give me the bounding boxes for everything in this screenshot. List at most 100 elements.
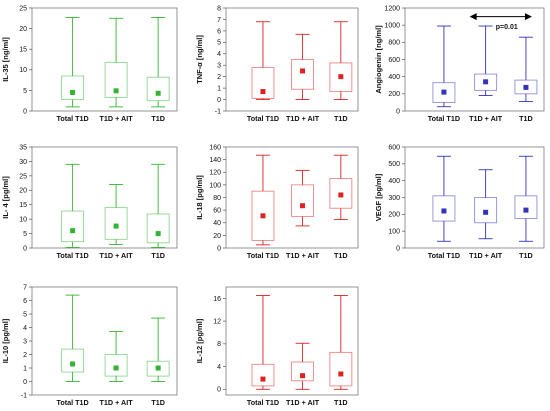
y-tick-label: 5 [217,40,221,47]
y-tick-label: 2 [217,74,221,81]
category-label: T1D [151,398,165,407]
iqr-box [61,210,85,243]
median-marker [113,365,119,371]
median-marker [483,209,489,215]
category-label: T1D [334,114,348,123]
y-tick-label: 1 [23,365,27,372]
category-label: T1D + AIT [286,398,320,407]
category-label: T1D + AIT [100,251,134,260]
median-marker [113,223,119,229]
panel: 0 20 40 60 80 100 120 140 160 IL-18 [pg/ml] Total … [195,144,359,260]
median-marker [70,361,76,367]
median-marker [113,88,119,94]
box [146,17,170,108]
y-tick-label: 800 [388,40,400,47]
y-tick-label: 80 [213,195,221,202]
panel: -1 0 1 2 3 4 5 6 7 8 TNF-α [ng/ml] Total T1D T1D + A… [195,5,359,123]
category-label: T1D [519,114,533,123]
category-label: Total T1D [247,398,279,407]
median-marker [338,74,344,80]
y-tick-label: 20 [19,188,27,195]
y-axis-title: VEGF [pg/ml] [374,173,383,221]
y-tick-label: 100 [209,182,221,189]
y-tick-label: 16 [213,296,221,303]
y-tick-label: 5 [23,311,27,318]
box [251,295,275,390]
panel: 0 200 400 600 800 1000 1200 Angiogenin [ng/ml] T… [374,5,545,123]
y-tick-label: 30 [19,159,27,166]
y-tick-label: 200 [388,91,400,98]
box [432,155,456,242]
category-label: T1D [334,251,348,260]
box [104,184,128,245]
box [61,163,85,248]
y-tick-label: 0 [217,387,221,394]
iqr-box [329,351,353,387]
median-marker [70,89,76,95]
y-tick-label: 60 [213,208,221,215]
y-tick-label: 12 [213,319,221,326]
iqr-box [291,361,315,382]
right-arrow-icon [524,13,532,21]
y-axis-title: TNF-α [ng/ml] [195,35,204,84]
category-label: Total T1D [56,114,88,123]
iqr-box [61,348,85,373]
left-arrow-icon [469,13,477,21]
y-tick-label: 7 [217,17,221,24]
y-tick-label: 300 [388,195,400,202]
median-marker [155,365,161,371]
category-label: Total T1D [56,251,88,260]
median-marker [70,228,76,234]
y-axis-title: IL-35 [ng/ml] [1,37,10,82]
category-label: T1D + AIT [100,398,134,407]
panel: 0 5 10 15 20 25 IL-35 [ng/ml] Total T1D T1D + AI… [1,5,178,123]
y-tick-label: 0 [396,108,400,115]
box [474,25,498,97]
category-label: Total T1D [247,114,279,123]
plot-frame [31,146,178,249]
y-tick-label: 4 [217,364,221,371]
median-marker [523,84,529,90]
box [61,17,85,108]
iqr-box [104,354,128,377]
category-label: T1D + AIT [286,251,320,260]
category-label: T1D [151,251,165,260]
plot-frame [31,7,178,112]
median-marker [260,376,266,382]
y-tick-label: 120 [209,170,221,177]
category-label: T1D + AIT [469,114,503,123]
y-tick-label: 2 [23,352,27,359]
median-marker [483,79,489,85]
y-tick-label: 160 [209,144,221,151]
y-tick-label: 20 [19,26,27,33]
y-tick-label: 1200 [384,5,400,12]
iqr-box [104,207,128,240]
y-tick-label: 200 [388,212,400,219]
panel: 0 100 200 300 400 500 600 VEGF [pg/ml] Total T1D… [374,144,545,260]
box [514,36,538,103]
category-label: Total T1D [428,251,460,260]
box [146,317,170,382]
iqr-box [146,76,170,102]
median-marker [155,231,161,237]
y-tick-label: 140 [209,157,221,164]
panel: 0 4 8 12 16 IL-12 [pg/ml] Total T1D T1D + AIT T1… [195,286,359,407]
category-label: Total T1D [247,251,279,260]
iqr-box [291,59,315,90]
plot-frame [404,7,545,112]
y-tick-label: 6 [23,298,27,305]
y-tick-label: 5 [23,231,27,238]
median-marker [338,192,344,198]
y-tick-label: 0 [217,97,221,104]
y-tick-label: 1000 [384,23,400,30]
y-tick-label: 3 [23,338,27,345]
iqr-box [251,363,275,387]
y-tick-label: 0 [396,245,400,252]
panel: 0 5 10 15 20 25 30 35 IL- 4 [pg/ml] Total T1D T1D … [1,144,178,260]
median-marker [338,371,344,377]
panel: -1 0 1 2 3 4 5 6 7 IL-10 [pg/ml] Total T1D T1D + AI… [1,284,178,407]
box [251,21,275,101]
y-tick-label: 500 [388,161,400,168]
